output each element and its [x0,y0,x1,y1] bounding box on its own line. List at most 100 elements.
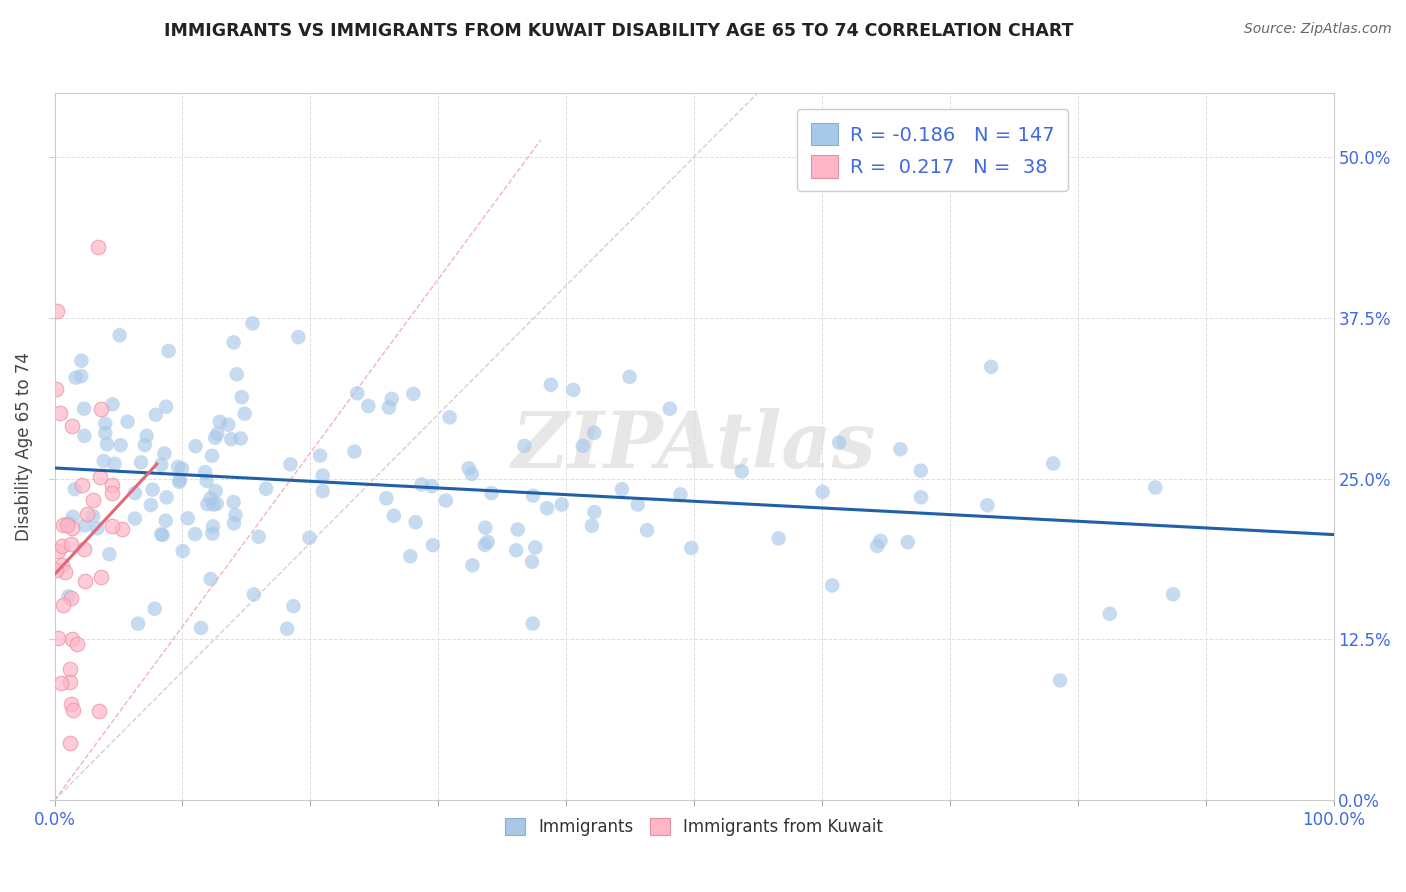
Immigrants [217,417,239,432]
Immigrants [828,435,851,450]
Immigrants from Kuwait [46,631,69,645]
Immigrants from Kuwait [73,541,96,556]
Immigrants [378,401,401,415]
Immigrants [70,353,93,368]
Immigrants [439,410,461,425]
Immigrants [280,458,302,472]
Immigrants [231,390,253,404]
Immigrants [145,408,167,422]
Immigrants [520,555,543,569]
Immigrants from Kuwait [87,240,110,254]
Immigrants from Kuwait [45,382,67,396]
Immigrants [139,498,162,512]
Immigrants [461,558,484,573]
Immigrants [562,383,585,397]
Immigrants [200,572,222,586]
Immigrants [205,497,228,511]
Immigrants from Kuwait [51,517,73,532]
Immigrants [474,521,496,535]
Immigrants from Kuwait [100,478,122,492]
Immigrants [150,458,173,472]
Immigrants [243,587,266,601]
Immigrants [897,535,920,549]
Immigrants [65,370,87,384]
Immigrants [681,541,703,555]
Y-axis label: Disability Age 65 to 74: Disability Age 65 to 74 [15,352,32,541]
Immigrants [457,461,479,475]
Immigrants [167,459,190,474]
Immigrants [86,521,108,535]
Immigrants [536,501,558,516]
Immigrants [889,442,911,457]
Immigrants [194,465,217,479]
Immigrants [434,493,457,508]
Immigrants [155,400,177,414]
Immigrants [346,386,368,401]
Immigrants from Kuwait [60,697,83,711]
Immigrants [866,539,889,553]
Immigrants [669,487,692,501]
Immigrants from Kuwait [51,558,73,572]
Immigrants from Kuwait [53,566,76,580]
Immigrants [583,425,606,440]
Immigrants [298,531,321,545]
Immigrants [658,401,681,416]
Immigrants [184,527,207,541]
Immigrants [207,426,229,441]
Immigrants from Kuwait [66,637,89,651]
Immigrants [1042,457,1064,471]
Immigrants from Kuwait [89,470,111,484]
Immigrants from Kuwait [90,401,112,416]
Immigrants [572,439,595,453]
Immigrants from Kuwait [51,539,73,553]
Immigrants [219,432,242,446]
Immigrants [222,495,245,509]
Immigrants [169,473,191,487]
Immigrants [343,444,366,458]
Immigrants [287,330,309,344]
Immigrants [94,417,117,431]
Immigrants [411,477,433,491]
Immigrants [357,399,380,413]
Immigrants [477,535,499,549]
Immigrants from Kuwait [90,570,112,584]
Immigrants [254,482,277,496]
Immigrants [135,429,157,443]
Immigrants [222,516,245,531]
Immigrants [150,527,173,541]
Immigrants [58,590,80,604]
Immigrants [422,538,444,552]
Text: Source: ZipAtlas.com: Source: ZipAtlas.com [1244,22,1392,37]
Immigrants [195,474,218,488]
Immigrants [1144,481,1167,495]
Immigrants [58,516,80,530]
Immigrants [581,518,603,533]
Immigrants [768,532,790,546]
Immigrants [98,547,121,561]
Immigrants from Kuwait [59,591,82,605]
Immigrants [619,370,641,384]
Immigrants [101,397,124,411]
Immigrants [201,449,224,463]
Immigrants [869,533,891,548]
Immigrants [96,437,118,451]
Immigrants [405,515,427,529]
Immigrants [505,543,527,558]
Immigrants [636,523,658,537]
Immigrants [204,431,226,445]
Immigrants [200,491,222,506]
Immigrants from Kuwait [60,419,83,434]
Immigrants from Kuwait [59,736,82,750]
Immigrants [811,485,834,500]
Immigrants from Kuwait [101,518,124,533]
Immigrants from Kuwait [51,676,73,690]
Immigrants [155,514,177,528]
Immigrants [420,479,443,493]
Immigrants [143,601,166,615]
Immigrants [197,497,219,511]
Immigrants [522,616,544,631]
Immigrants [73,429,96,443]
Immigrants [312,484,335,499]
Immigrants [540,377,562,392]
Immigrants [821,578,844,592]
